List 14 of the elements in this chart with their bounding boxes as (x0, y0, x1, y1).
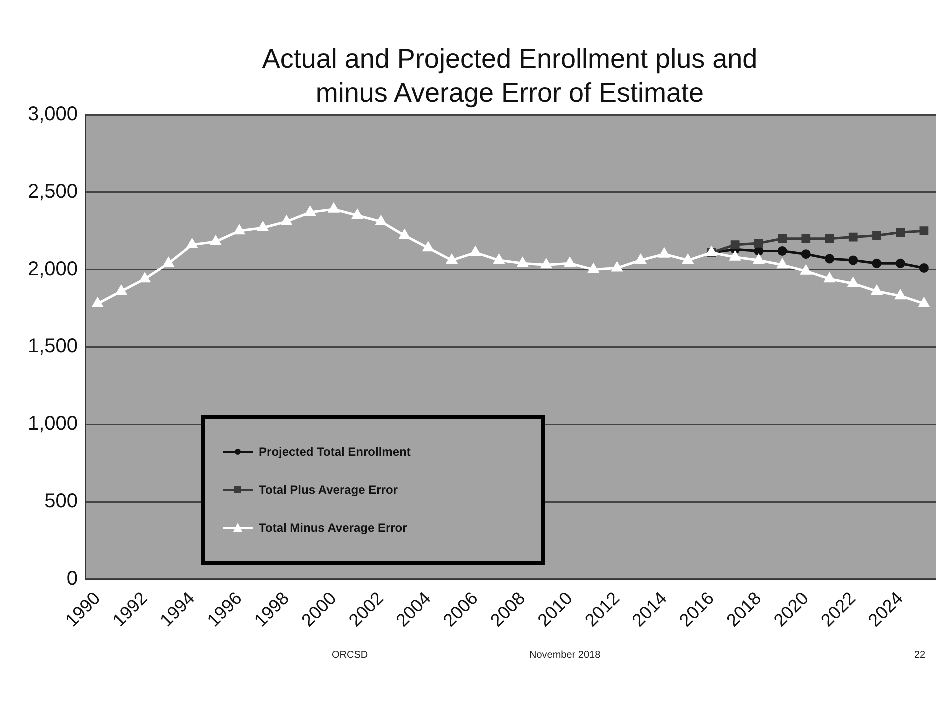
y-tick-label: 1,000 (28, 413, 78, 436)
y-tick-label: 500 (44, 490, 78, 513)
legend-label: Projected Total Enrollment (259, 445, 411, 460)
text: November 2018 (530, 650, 601, 661)
y-tick-label: 3,000 (28, 104, 78, 126)
legend-label: Total Minus Average Error (259, 521, 408, 536)
y-tick-label: 0 (66, 568, 78, 590)
y-tick-label: 2,000 (28, 258, 78, 280)
chart-title: Actual and Projected Enrollment plus and minus Average Error of Estimate (261, 43, 759, 110)
text: 22 (914, 650, 926, 661)
y-tick-label: 1,500 (28, 336, 78, 358)
y-tick-label: 2,500 (28, 180, 78, 203)
text: ORCSD (332, 650, 368, 661)
legend-label: Total Plus Average Error (259, 483, 398, 498)
